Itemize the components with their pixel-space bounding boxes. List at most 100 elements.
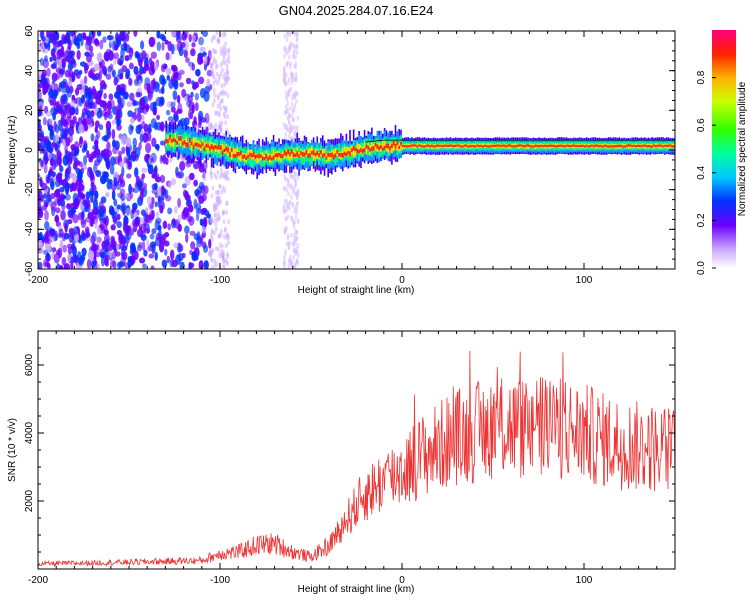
heatmap-ridge-cell bbox=[509, 144, 511, 147]
heatmap-speckle bbox=[39, 179, 43, 187]
heatmap-ridge-cell bbox=[418, 144, 420, 147]
heatmap-speckle bbox=[102, 36, 107, 44]
heatmap-speckle bbox=[290, 80, 293, 86]
heatmap-speckle bbox=[170, 106, 176, 113]
heatmap-ridge-cell bbox=[165, 139, 167, 144]
heatmap-speckle bbox=[290, 114, 294, 120]
heatmap-speckle bbox=[112, 260, 117, 269]
heatmap-ridge-cell bbox=[325, 156, 328, 160]
heatmap-speckle bbox=[134, 50, 140, 59]
heatmap-speckle bbox=[94, 93, 99, 99]
heatmap-speckle bbox=[98, 124, 104, 131]
heatmap-speckle bbox=[57, 119, 63, 126]
heatmap-speckle bbox=[190, 241, 196, 250]
heatmap-speckle bbox=[295, 49, 299, 55]
heatmap-speckle bbox=[218, 120, 222, 126]
heatmap-speckle bbox=[154, 201, 158, 208]
heatmap-ridge-cell bbox=[207, 143, 209, 154]
heatmap-speckle bbox=[196, 231, 201, 242]
heatmap-speckle bbox=[104, 254, 110, 263]
heatmap-speckle bbox=[151, 209, 155, 219]
heatmap-ridge-cell bbox=[287, 149, 289, 155]
heatmap-ridge-cell bbox=[345, 147, 348, 158]
heatmap-ridge-cell bbox=[522, 144, 524, 148]
heatmap-speckle bbox=[93, 139, 99, 147]
heatmap-speckle bbox=[60, 86, 68, 94]
heatmap-speckle bbox=[172, 68, 179, 79]
heatmap-speckle bbox=[212, 74, 216, 80]
heatmap-ridge-cell bbox=[563, 145, 566, 148]
heatmap-ridge-cell bbox=[569, 145, 572, 148]
heatmap-ridge-cell bbox=[511, 145, 513, 148]
heatmap-speckle bbox=[85, 115, 93, 125]
heatmap-speckle bbox=[287, 91, 290, 97]
heatmap-ridge-cell bbox=[542, 145, 544, 148]
heatmap-speckle bbox=[138, 241, 143, 249]
heatmap-speckle bbox=[112, 215, 118, 225]
heatmap-speckle bbox=[84, 123, 89, 132]
heatmap-ridge-cell bbox=[225, 146, 228, 151]
heatmap-speckle bbox=[88, 45, 94, 53]
heatmap-speckle bbox=[208, 238, 212, 249]
heatmap-speckle bbox=[120, 135, 127, 146]
heatmap-speckle bbox=[286, 31, 289, 37]
heatmap-speckle bbox=[214, 221, 218, 227]
heatmap-ridge-cell bbox=[392, 144, 395, 152]
heatmap-speckle bbox=[99, 39, 104, 50]
heatmap-ridge-cell bbox=[658, 144, 661, 147]
heatmap-speckle bbox=[292, 224, 296, 230]
heatmap-speckle bbox=[74, 88, 80, 96]
heatmap-speckle bbox=[282, 122, 285, 128]
heatmap-ridge-cell bbox=[398, 145, 400, 150]
heatmap-speckle bbox=[215, 261, 219, 267]
heatmap-speckle bbox=[173, 242, 179, 249]
spectrogram-ytick-label: -60 bbox=[24, 261, 35, 276]
heatmap-speckle bbox=[108, 205, 114, 215]
heatmap-speckle bbox=[225, 71, 229, 77]
heatmap-ridge-cell bbox=[671, 145, 673, 148]
heatmap-speckle bbox=[69, 119, 75, 130]
heatmap-speckle bbox=[44, 261, 49, 267]
heatmap-speckle bbox=[85, 191, 91, 200]
heatmap-ridge-cell bbox=[356, 143, 359, 153]
heatmap-ridge-cell bbox=[533, 145, 535, 148]
heatmap-ridge-cell bbox=[356, 148, 359, 154]
heatmap-ridge-cell bbox=[454, 144, 457, 148]
heatmap-ridge-cell bbox=[491, 144, 493, 147]
heatmap-ridge-cell bbox=[174, 132, 177, 143]
heatmap-ridge-cell bbox=[236, 147, 238, 154]
heatmap-speckle bbox=[56, 58, 63, 68]
heatmap-speckle bbox=[116, 118, 122, 125]
heatmap-speckle bbox=[147, 123, 152, 134]
heatmap-speckle bbox=[61, 119, 68, 127]
heatmap-ridge-cell bbox=[582, 144, 584, 147]
heatmap-speckle bbox=[193, 81, 200, 89]
heatmap-speckle bbox=[202, 31, 209, 37]
heatmap-speckle bbox=[40, 35, 46, 42]
heatmap-speckle bbox=[226, 170, 229, 176]
heatmap-ridge-cell bbox=[223, 148, 226, 153]
heatmap-speckle bbox=[83, 155, 88, 166]
heatmap-ridge-cell bbox=[529, 145, 531, 148]
spectrogram-ytick-label: 40 bbox=[24, 65, 35, 77]
heatmap-speckle bbox=[85, 228, 90, 239]
spectrogram-xlabel: Height of straight line (km) bbox=[298, 285, 415, 296]
heatmap-ridge-cell bbox=[493, 144, 495, 148]
heatmap-speckle bbox=[296, 190, 300, 196]
heatmap-speckle bbox=[282, 77, 286, 83]
heatmap-speckle bbox=[155, 232, 161, 241]
heatmap-ridge-cell bbox=[442, 145, 444, 148]
heatmap-ridge-cell bbox=[482, 145, 484, 148]
heatmap-ridge-cell bbox=[381, 139, 384, 148]
heatmap-ridge-cell bbox=[434, 145, 437, 148]
heatmap-ridge-cell bbox=[607, 145, 610, 148]
heatmap-speckle bbox=[221, 32, 225, 38]
heatmap-speckle bbox=[68, 50, 73, 59]
heatmap-speckle bbox=[214, 122, 218, 128]
heatmap-speckle bbox=[91, 85, 96, 96]
heatmap-ridge-cell bbox=[358, 149, 360, 153]
heatmap-speckle bbox=[220, 249, 224, 255]
heatmap-speckle bbox=[202, 170, 207, 182]
heatmap-speckle bbox=[162, 220, 168, 229]
heatmap-ridge-cell bbox=[440, 144, 442, 147]
